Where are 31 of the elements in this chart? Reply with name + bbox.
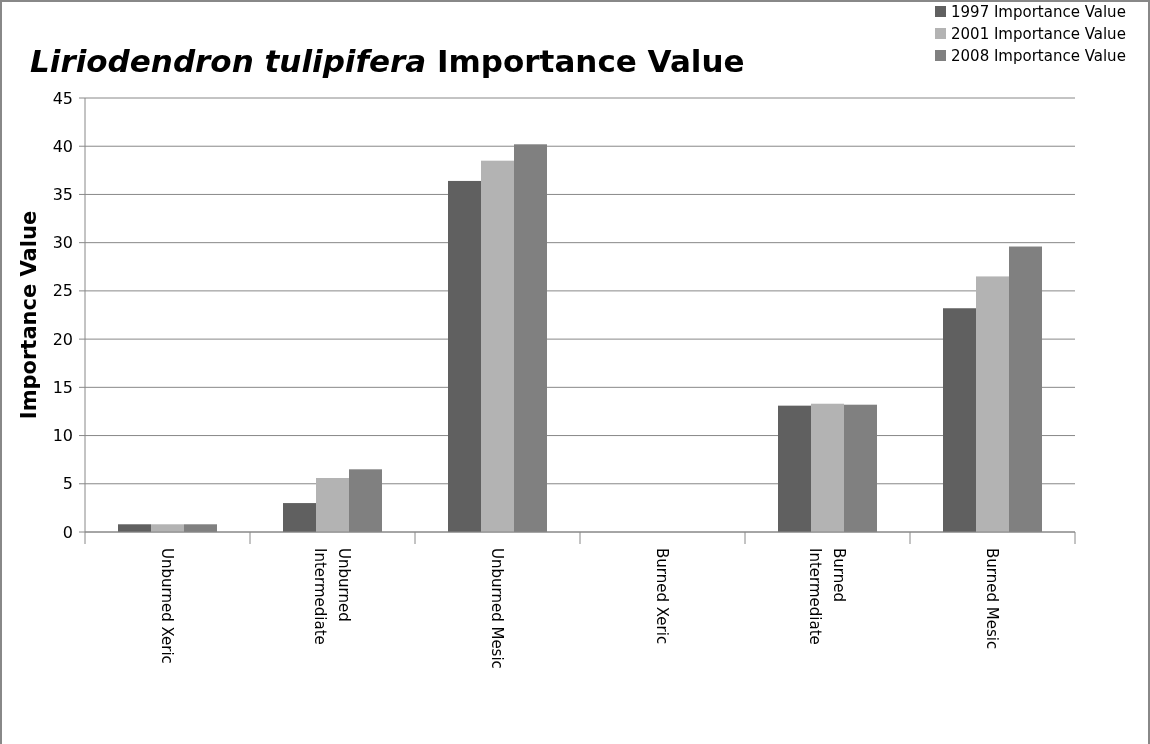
x-tick-label: Unburned Intermediate <box>311 548 354 645</box>
bar <box>481 160 514 532</box>
legend-label: 2001 Importance Value <box>951 25 1126 44</box>
x-tick-label: Burned Xeric <box>653 548 672 645</box>
y-tick-label: 20 <box>52 329 73 349</box>
x-tick-label: Burned Mesic <box>983 548 1002 650</box>
legend-label: 2008 Importance Value <box>951 47 1126 66</box>
y-tick-label: 45 <box>52 88 73 108</box>
y-axis-title: Importance Value <box>17 210 41 420</box>
y-tick-label: 25 <box>52 281 73 301</box>
x-tick-label: Burned Intermediate <box>806 548 849 645</box>
bar <box>118 524 151 532</box>
bar <box>811 403 844 532</box>
y-tick-label: 5 <box>62 474 73 494</box>
y-tick-label: 15 <box>52 377 73 397</box>
y-tick-label: 0 <box>62 522 73 542</box>
x-tick-label: Unburned Xeric <box>158 548 177 664</box>
y-tick-label: 30 <box>52 233 73 253</box>
y-tick-label: 40 <box>52 136 73 156</box>
legend-label: 1997 Importance Value <box>951 3 1126 22</box>
bar <box>283 503 316 532</box>
bar <box>448 180 481 532</box>
chart-title: Liriodendron tulipifera Importance Value <box>30 43 745 79</box>
y-tick-label: 35 <box>52 185 73 205</box>
bar <box>778 405 811 532</box>
bar <box>943 308 976 532</box>
bar <box>976 276 1009 532</box>
x-tick-label: Unburned Mesic <box>488 548 507 669</box>
bar <box>316 477 349 532</box>
bar <box>151 524 184 532</box>
y-tick-label: 10 <box>52 426 73 446</box>
